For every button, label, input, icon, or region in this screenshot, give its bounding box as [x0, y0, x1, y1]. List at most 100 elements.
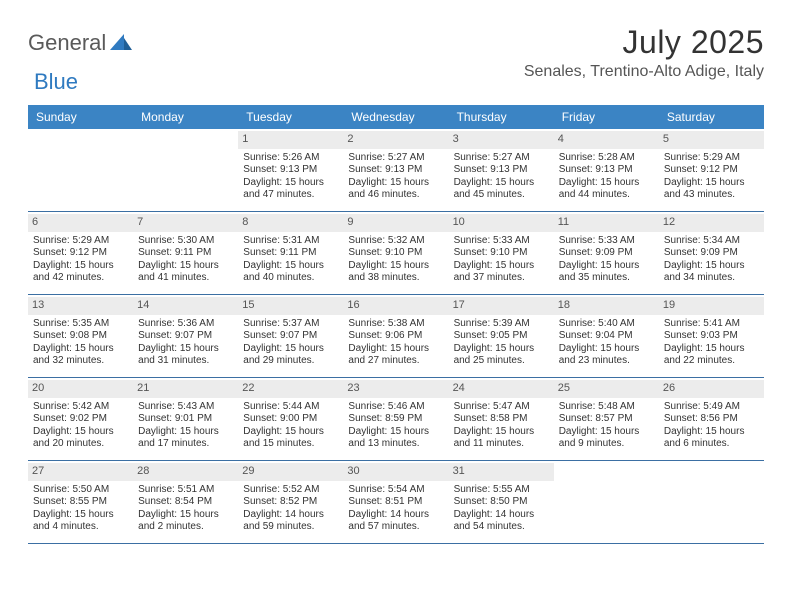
day-number: 2 — [343, 131, 448, 149]
sunset-line: Sunset: 9:07 PM — [138, 330, 233, 343]
calendar-page: General July 2025 Senales, Trentino-Alto… — [0, 0, 792, 568]
sunrise-line: Sunrise: 5:31 AM — [243, 235, 338, 248]
weekday-header-cell: Saturday — [659, 105, 764, 129]
sunrise-line: Sunrise: 5:54 AM — [348, 484, 443, 497]
day-number: 18 — [554, 297, 659, 315]
sunset-line: Sunset: 8:50 PM — [454, 496, 549, 509]
sunset-line: Sunset: 9:13 PM — [454, 164, 549, 177]
sunset-line: Sunset: 9:09 PM — [559, 247, 654, 260]
day-number: 12 — [659, 214, 764, 232]
sunrise-line: Sunrise: 5:44 AM — [243, 401, 338, 414]
day-body: Sunrise: 5:33 AMSunset: 9:10 PMDaylight:… — [453, 235, 550, 285]
day-cell: 6 Sunrise: 5:29 AMSunset: 9:12 PMDaylight… — [28, 212, 133, 294]
sunrise-line: Sunrise: 5:47 AM — [454, 401, 549, 414]
weekday-header-cell: Wednesday — [343, 105, 448, 129]
day-body: Sunrise: 5:47 AMSunset: 8:58 PMDaylight:… — [453, 401, 550, 451]
day-number: 17 — [449, 297, 554, 315]
sunrise-line: Sunrise: 5:42 AM — [33, 401, 128, 414]
day-number: 7 — [133, 214, 238, 232]
month-title: July 2025 — [524, 24, 764, 61]
day-body: Sunrise: 5:44 AMSunset: 9:00 PMDaylight:… — [242, 401, 339, 451]
day-number: 24 — [449, 380, 554, 398]
day-cell: 30Sunrise: 5:54 AMSunset: 8:51 PMDayligh… — [343, 461, 448, 543]
sunrise-line: Sunrise: 5:32 AM — [348, 235, 443, 248]
day-cell: 20Sunrise: 5:42 AMSunset: 9:02 PMDayligh… — [28, 378, 133, 460]
day-cell: 31Sunrise: 5:55 AMSunset: 8:50 PMDayligh… — [449, 461, 554, 543]
sunset-line: Sunset: 8:51 PM — [348, 496, 443, 509]
day-body: Sunrise: 5:46 AMSunset: 8:59 PMDaylight:… — [347, 401, 444, 451]
day-cell: 14Sunrise: 5:36 AMSunset: 9:07 PMDayligh… — [133, 295, 238, 377]
day-body: Sunrise: 5:26 AMSunset: 9:13 PMDaylight:… — [242, 152, 339, 202]
day-body: Sunrise: 5:37 AMSunset: 9:07 PMDaylight:… — [242, 318, 339, 368]
sunrise-line: Sunrise: 5:30 AM — [138, 235, 233, 248]
day-body: Sunrise: 5:38 AMSunset: 9:06 PMDaylight:… — [347, 318, 444, 368]
brand-part2: Blue — [34, 69, 78, 95]
day-number: 19 — [659, 297, 764, 315]
day-number: 13 — [28, 297, 133, 315]
day-cell: 15 Sunrise: 5:37 AMSunset: 9:07 PMDayligh… — [238, 295, 343, 377]
day-number: 16 — [343, 297, 448, 315]
day-cell: 9Sunrise: 5:32 AMSunset: 9:10 PMDaylight… — [343, 212, 448, 294]
day-number: 28 — [133, 463, 238, 481]
sunrise-line: Sunrise: 5:33 AM — [454, 235, 549, 248]
sunset-line: Sunset: 9:01 PM — [138, 413, 233, 426]
day-number: 3 — [449, 131, 554, 149]
day-cell: 13Sunrise: 5:35 AMSunset: 9:08 PMDayligh… — [28, 295, 133, 377]
day-cell: 21Sunrise: 5:43 AMSunset: 9:01 PMDayligh… — [133, 378, 238, 460]
brand-triangle-icon — [110, 32, 132, 55]
day-body: Sunrise: 5:32 AMSunset: 9:10 PMDaylight:… — [347, 235, 444, 285]
day-body: Sunrise: 5:52 AMSunset: 8:52 PMDaylight:… — [242, 484, 339, 534]
day-body: Sunrise: 5:40 AMSunset: 9:04 PMDaylight:… — [558, 318, 655, 368]
day-cell — [554, 461, 659, 543]
day-number: 20 — [28, 380, 133, 398]
sunrise-line: Sunrise: 5:35 AM — [33, 318, 128, 331]
sunrise-line: Sunrise: 5:29 AM — [33, 235, 128, 248]
day-cell: 24 Sunrise: 5:47 AMSunset: 8:58 PMDayligh… — [449, 378, 554, 460]
day-body: Sunrise: 5:29 AMSunset: 9:12 PMDaylight:… — [32, 235, 129, 285]
day-number: 10 — [449, 214, 554, 232]
day-body: Sunrise: 5:39 AMSunset: 9:05 PMDaylight:… — [453, 318, 550, 368]
day-cell: 16 Sunrise: 5:38 AMSunset: 9:06 PMDayligh… — [343, 295, 448, 377]
daylight-line: Daylight: 15 hours and 34 minutes. — [664, 260, 759, 285]
weekday-header-row: SundayMondayTuesdayWednesdayThursdayFrid… — [28, 105, 764, 129]
sunset-line: Sunset: 8:54 PM — [138, 496, 233, 509]
day-number: 15 — [238, 297, 343, 315]
day-cell — [659, 461, 764, 543]
daylight-line: Daylight: 15 hours and 46 minutes. — [348, 177, 443, 202]
sunrise-line: Sunrise: 5:48 AM — [559, 401, 654, 414]
day-cell: 29Sunrise: 5:52 AMSunset: 8:52 PMDayligh… — [238, 461, 343, 543]
daylight-line: Daylight: 15 hours and 22 minutes. — [664, 343, 759, 368]
day-cell: 11Sunrise: 5:33 AMSunset: 9:09 PMDayligh… — [554, 212, 659, 294]
daylight-line: Daylight: 15 hours and 13 minutes. — [348, 426, 443, 451]
sunset-line: Sunset: 9:02 PM — [33, 413, 128, 426]
daylight-line: Daylight: 15 hours and 32 minutes. — [33, 343, 128, 368]
sunrise-line: Sunrise: 5:50 AM — [33, 484, 128, 497]
sunrise-line: Sunrise: 5:28 AM — [559, 152, 654, 165]
day-number: 25 — [554, 380, 659, 398]
day-cell — [28, 129, 133, 211]
sunset-line: Sunset: 8:55 PM — [33, 496, 128, 509]
sunset-line: Sunset: 9:07 PM — [243, 330, 338, 343]
sunset-line: Sunset: 8:52 PM — [243, 496, 338, 509]
week-row: 6 Sunrise: 5:29 AMSunset: 9:12 PMDaylight… — [28, 212, 764, 295]
sunset-line: Sunset: 8:59 PM — [348, 413, 443, 426]
week-row: 1Sunrise: 5:26 AMSunset: 9:13 PMDaylight… — [28, 129, 764, 212]
day-cell: 23Sunrise: 5:46 AMSunset: 8:59 PMDayligh… — [343, 378, 448, 460]
weekday-header-cell: Tuesday — [238, 105, 343, 129]
daylight-line: Daylight: 15 hours and 6 minutes. — [664, 426, 759, 451]
weekday-header-cell: Monday — [133, 105, 238, 129]
sunrise-line: Sunrise: 5:46 AM — [348, 401, 443, 414]
day-number: 6 — [28, 214, 133, 232]
sunrise-line: Sunrise: 5:34 AM — [664, 235, 759, 248]
weeks-container: 1Sunrise: 5:26 AMSunset: 9:13 PMDaylight… — [28, 129, 764, 544]
daylight-line: Daylight: 15 hours and 35 minutes. — [559, 260, 654, 285]
day-number: 1 — [238, 131, 343, 149]
sunset-line: Sunset: 9:13 PM — [348, 164, 443, 177]
daylight-line: Daylight: 15 hours and 9 minutes. — [559, 426, 654, 451]
sunrise-line: Sunrise: 5:26 AM — [243, 152, 338, 165]
sunrise-line: Sunrise: 5:33 AM — [559, 235, 654, 248]
day-cell: 5Sunrise: 5:29 AMSunset: 9:12 PMDaylight… — [659, 129, 764, 211]
daylight-line: Daylight: 15 hours and 41 minutes. — [138, 260, 233, 285]
day-body: Sunrise: 5:27 AMSunset: 9:13 PMDaylight:… — [453, 152, 550, 202]
sunset-line: Sunset: 9:10 PM — [348, 247, 443, 260]
